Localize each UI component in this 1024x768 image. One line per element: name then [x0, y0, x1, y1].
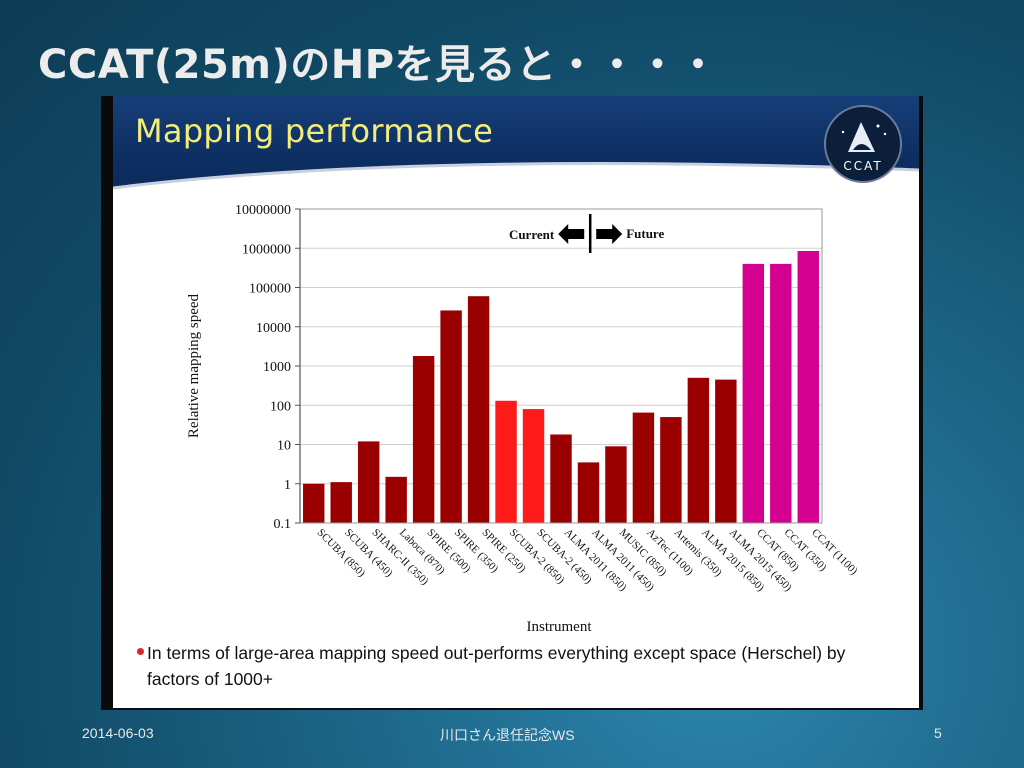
y-tick-label: 100000: [249, 282, 291, 297]
x-tick-labels: SCUBA (850)SCUBA (450)SHARC-II (350)Labo…: [315, 527, 860, 594]
ccat-logo-icon: CCAT: [824, 105, 902, 183]
bar: [797, 251, 819, 523]
bar-chart: 0.1110100100010000100000100000010000000 …: [186, 203, 860, 635]
bar: [605, 446, 627, 523]
arrow-left-icon: [558, 224, 585, 244]
y-tick-label: 1000: [263, 360, 291, 375]
bar: [440, 310, 462, 523]
annotation-current-label: Current: [509, 227, 555, 242]
bar: [522, 409, 545, 523]
y-tick-label: 100: [270, 399, 291, 414]
arrow-right-icon: [596, 224, 623, 244]
y-tick-label: 1000000: [242, 242, 291, 257]
bar: [577, 462, 600, 523]
logo-text: CCAT: [843, 159, 882, 173]
bar: [330, 482, 352, 523]
bullet-dot-icon: [137, 648, 144, 655]
y-tick-label: 10: [277, 439, 291, 454]
bullet-point: In terms of large-area mapping speed out…: [137, 640, 887, 692]
bar: [687, 377, 710, 523]
y-tick-label: 0.1: [274, 517, 292, 532]
chart-bars: [303, 251, 819, 523]
bar: [495, 400, 517, 523]
bar: [303, 483, 325, 523]
footer-event: 川口さん退任記念WS: [440, 727, 575, 743]
bar: [632, 412, 655, 523]
annotation-future-label: Future: [626, 226, 664, 241]
footer-date: 2014-06-03: [82, 725, 154, 741]
bullet-text: In terms of large-area mapping speed out…: [147, 643, 846, 689]
bar: [385, 476, 407, 523]
bar: [742, 263, 765, 523]
x-axis-title: Instrument: [527, 619, 593, 635]
current-future-annotation: Current Future: [509, 214, 664, 253]
y-tick-label: 10000000: [235, 203, 291, 218]
page-number: 5: [934, 725, 942, 741]
slide-title: CCAT(25m)のHPを見ると・・・・: [38, 42, 719, 88]
bar: [715, 379, 737, 523]
figure-header: Mapping performance CCAT: [113, 96, 919, 196]
figure-header-title: Mapping performance: [135, 112, 494, 150]
bar: [550, 434, 572, 523]
y-tick-label: 10000: [256, 321, 291, 336]
figure-panel: Mapping performance CCAT 0.1 1 10 100 1000 10…: [101, 96, 923, 710]
figure-canvas: Mapping performance CCAT 0.1 1 10 100 1000 10…: [113, 96, 919, 708]
y-tick-label: 1: [284, 478, 291, 493]
bar: [467, 296, 490, 523]
bar: [357, 441, 380, 523]
bar: [770, 263, 792, 523]
y-tick-labels: 0.1 1 10 100 1000 10000 100000 1000000 10000000: [235, 203, 300, 532]
bar: [660, 417, 682, 523]
header-swoosh: [113, 162, 919, 196]
y-axis-title: Relative mapping speed: [186, 293, 202, 438]
bar: [412, 355, 435, 523]
